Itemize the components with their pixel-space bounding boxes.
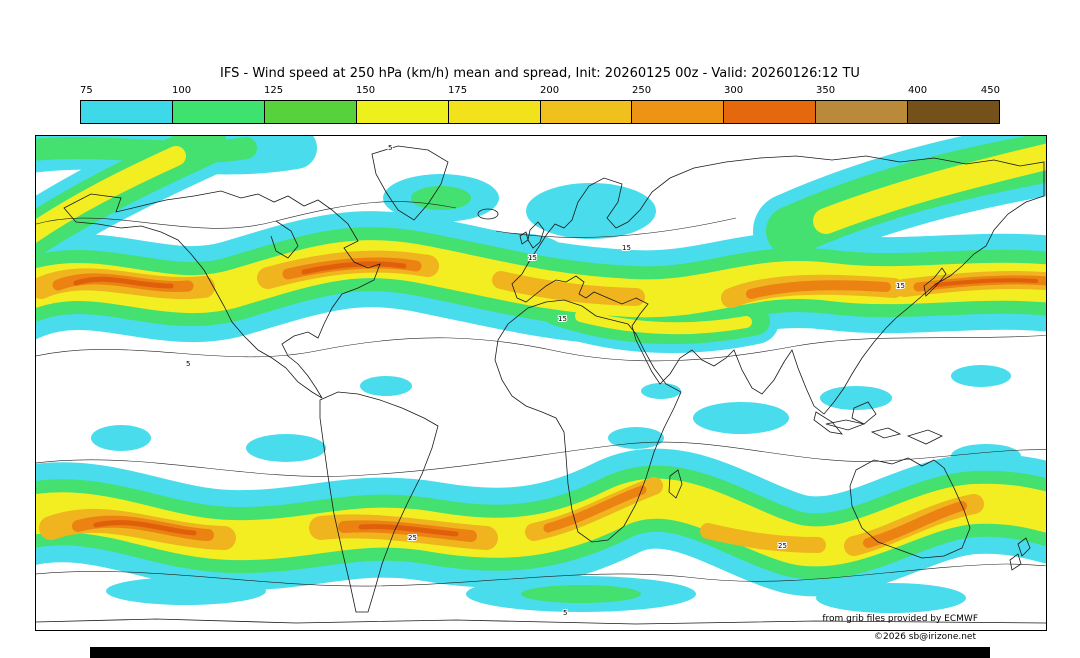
contour-label: 5 [186, 360, 190, 368]
spread-contours [36, 201, 1046, 587]
colorbar-segment [816, 101, 909, 123]
colorbar-segment [724, 101, 817, 123]
colorbar-tick: 400 [908, 85, 928, 96]
grib-credit: from grib files provided by ECMWF [822, 614, 978, 624]
colorbar-tick: 300 [724, 85, 744, 96]
contour-label: 15 [528, 254, 537, 262]
contour-label: 15 [896, 282, 905, 290]
colorbar-tick: 200 [540, 85, 560, 96]
contour-label: 5 [388, 144, 392, 152]
copyright: ©2026 sb@irizone.net [874, 632, 976, 642]
contour-label: 25 [408, 534, 417, 542]
wind-band-core-layer [73, 261, 1038, 537]
colorbar-segment [448, 101, 541, 123]
colorbar-segment [172, 101, 265, 123]
colorbar-tick: 150 [356, 85, 376, 96]
colorbar-tick: 100 [172, 85, 192, 96]
world-wind-map: 5 15 15 15 25 5 25 5 15 [36, 136, 1046, 630]
chart-title: IFS - Wind speed at 250 hPa (km/h) mean … [220, 66, 860, 81]
colorbar-segment [81, 101, 173, 123]
colorbar-tick: 75 [80, 85, 93, 96]
contour-label: 25 [778, 542, 787, 550]
contour-label: 15 [622, 244, 631, 252]
colorbar-tick: 250 [632, 85, 652, 96]
spread-contour-labels: 5 15 15 15 25 5 25 5 15 [185, 143, 906, 618]
bottom-bar [90, 647, 990, 658]
colorbar-tick: 125 [264, 85, 284, 96]
colorbar-tick: 350 [816, 85, 836, 96]
map: 5 15 15 15 25 5 25 5 15 from grib files … [35, 135, 1047, 631]
colorbar-tick: 175 [448, 85, 468, 96]
colorbar-segment [632, 101, 725, 123]
colorbar-tick: 450 [980, 85, 1000, 96]
coastlines [36, 145, 1046, 625]
colorbar-segment [356, 101, 449, 123]
colorbar-segment [908, 101, 1000, 123]
colorbar-segment [540, 101, 633, 123]
colorbar-segment [264, 101, 357, 123]
colorbar-segments [80, 100, 1000, 124]
colorbar-ticks: 75 100 125 150 175 200 250 300 350 400 450 [80, 85, 1000, 98]
contour-label: 5 [563, 609, 567, 617]
contour-label: 15 [558, 315, 567, 323]
